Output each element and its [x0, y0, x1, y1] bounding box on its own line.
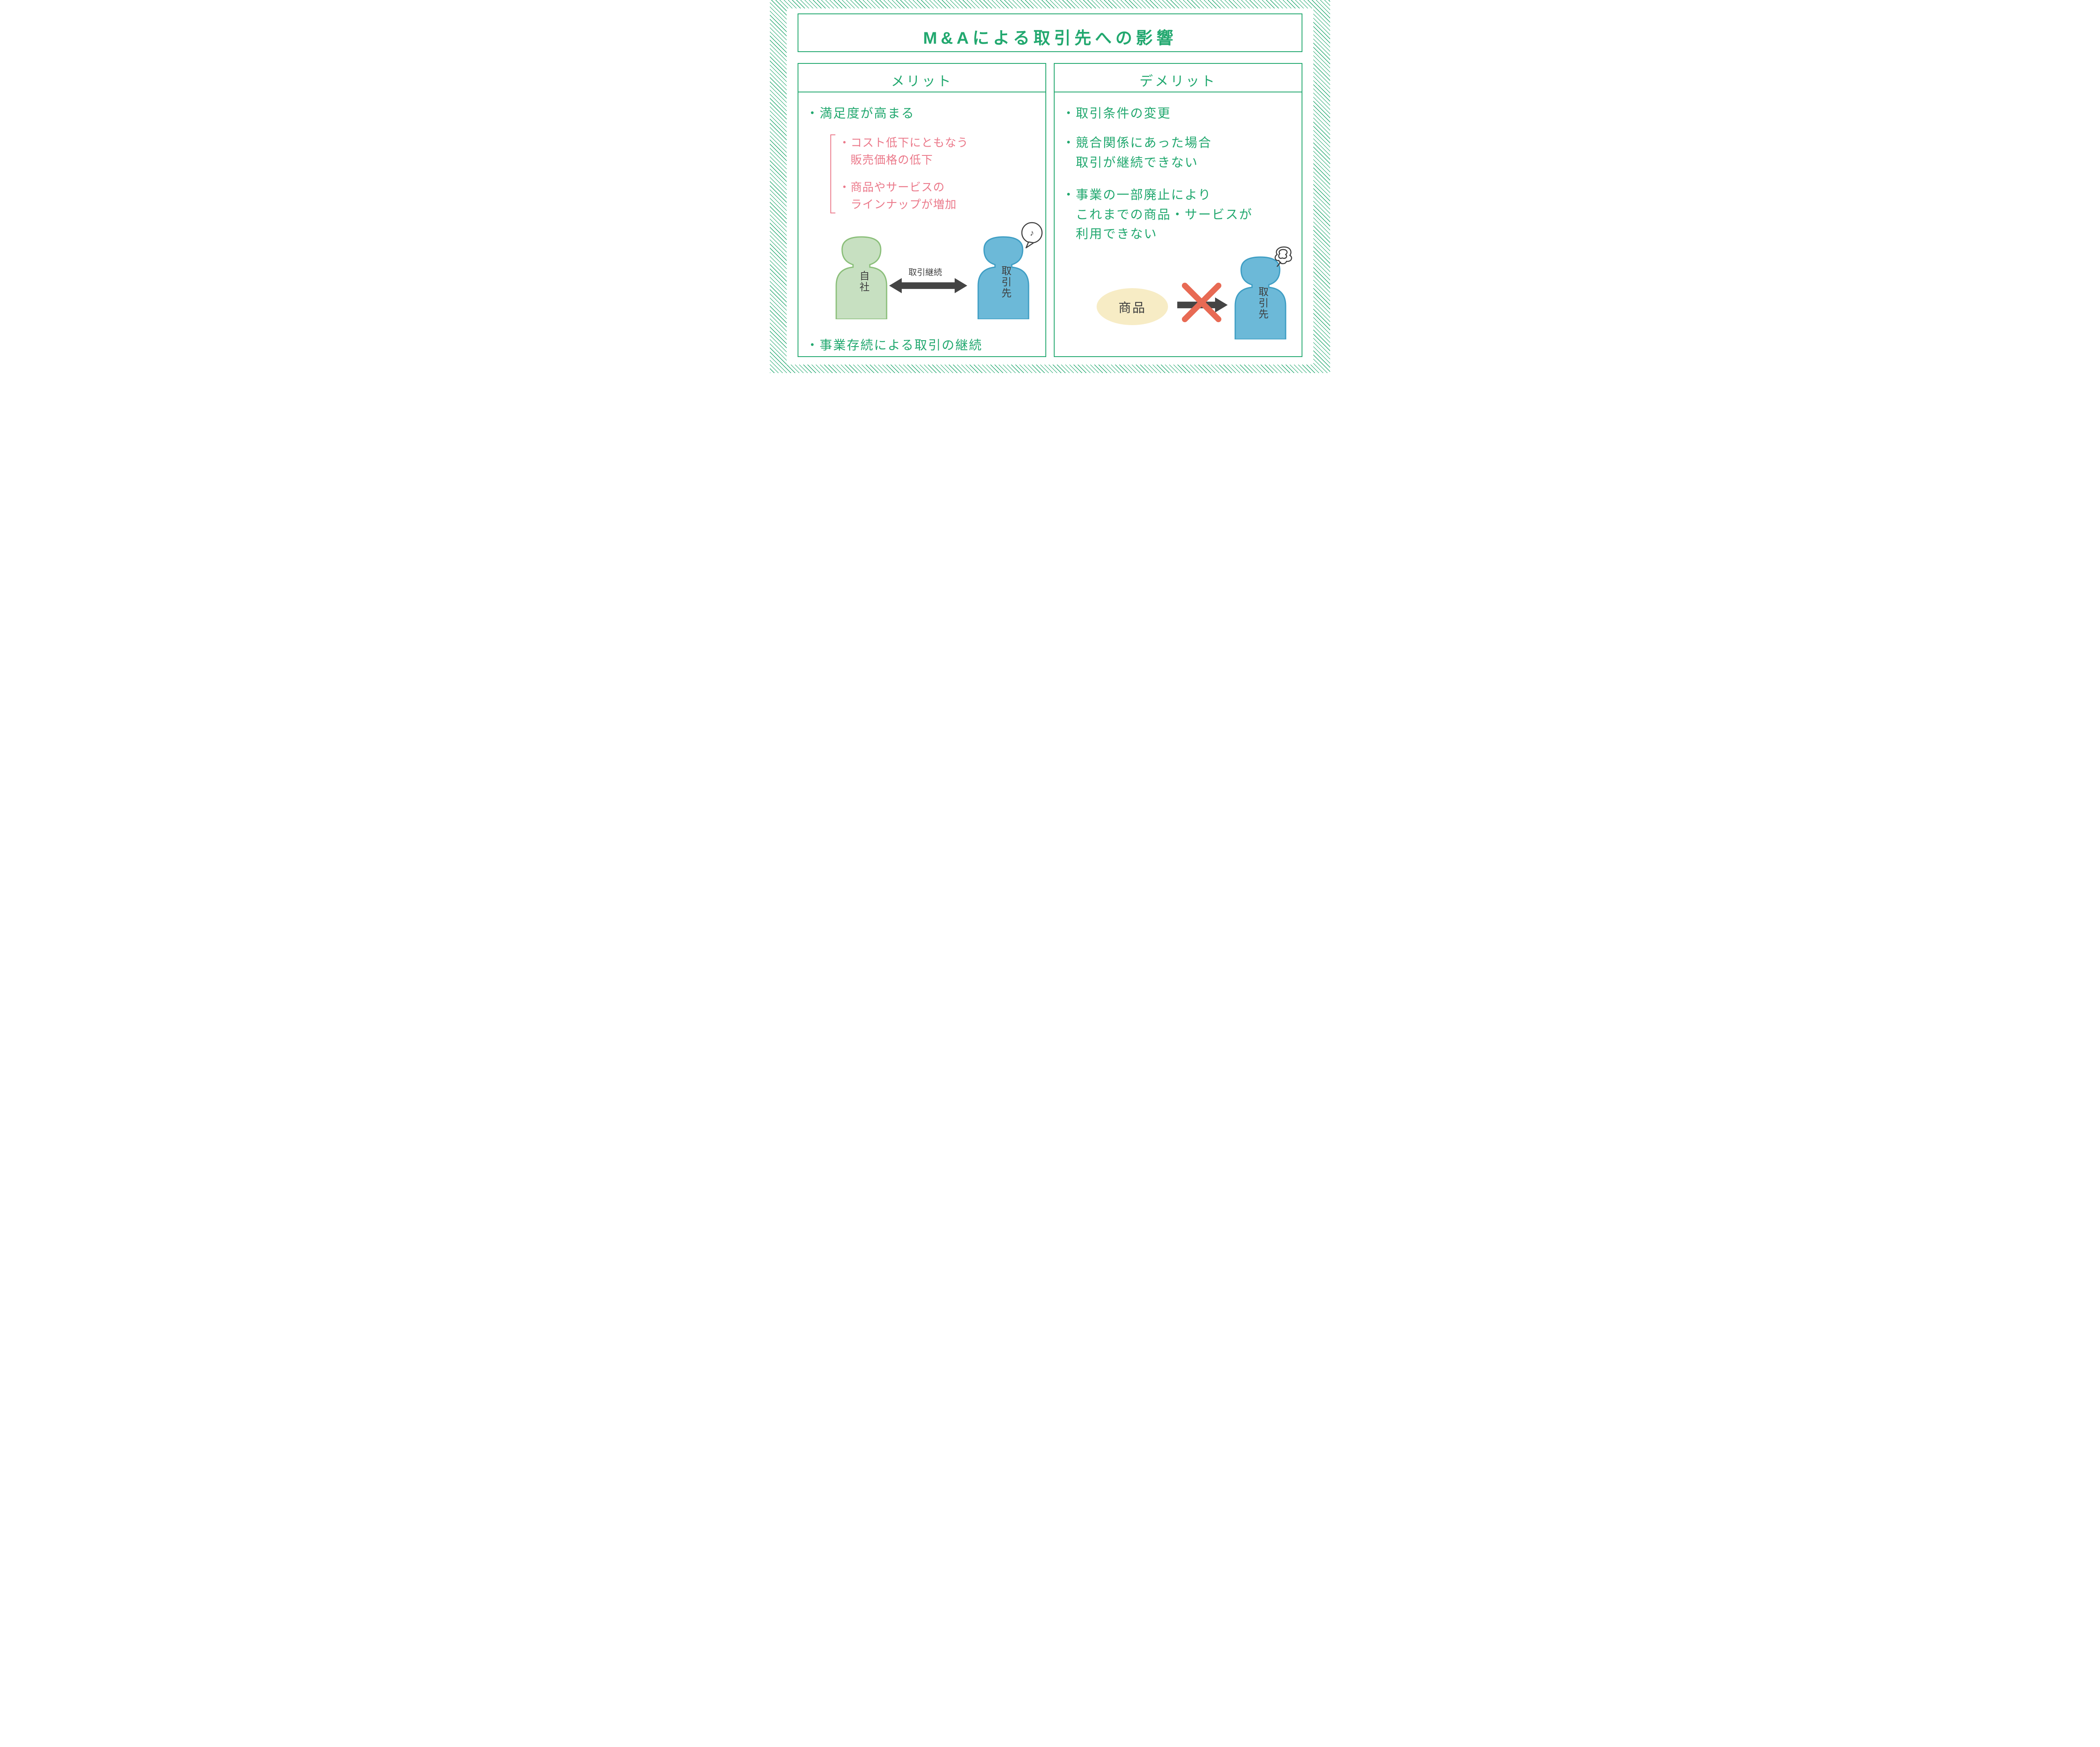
merit-bullet-1: ・満足度が高まる	[806, 104, 915, 124]
svg-text:♪: ♪	[1030, 229, 1034, 238]
merit-sub-1: ・コスト低下にともなう 販売価格の低下	[839, 134, 969, 168]
merit-panel: メリット ・満足度が高まる ・コスト低下にともなう 販売価格の低下 ・商品やサー…	[798, 63, 1046, 357]
demerit-header: デメリット	[1055, 64, 1302, 92]
person-partner-label: 取引先	[1255, 286, 1270, 320]
demerit-panel: デメリット ・取引条件の変更 ・競合関係にあった場合 取引が継続できない ・事業…	[1054, 63, 1302, 357]
double-arrow-icon	[889, 278, 967, 295]
title-box: M&Aによる取引先への影響	[798, 13, 1302, 52]
product-oval-label: 商品	[1118, 297, 1146, 316]
arrow-label: 取引継続	[908, 265, 942, 278]
page-title: M&Aによる取引先への影響	[798, 24, 1302, 49]
product-oval: 商品	[1097, 288, 1168, 325]
music-note-bubble-icon: ♪	[1021, 222, 1047, 252]
merit-bullet-2: ・事業存続による取引の継続	[806, 336, 982, 356]
confused-scribble-icon	[1271, 243, 1297, 270]
bracket-icon	[830, 134, 835, 213]
merit-header: メリット	[798, 64, 1045, 92]
demerit-bullet-3: ・事業の一部廃止により これまでの商品・サービスが 利用できない	[1062, 186, 1253, 244]
demerit-bullet-2: ・競合関係にあった場合 取引が継続できない	[1062, 134, 1212, 173]
inner-white-area: M&Aによる取引先への影響 メリット ・満足度が高まる ・コスト低下にともなう …	[787, 8, 1313, 365]
person-partner-label: 取引先	[998, 265, 1013, 299]
person-self-label: 自社	[856, 271, 871, 293]
x-mark-icon	[1181, 282, 1222, 325]
infographic-frame: M&Aによる取引先への影響 メリット ・満足度が高まる ・コスト低下にともなう …	[770, 0, 1330, 373]
merit-sub-2: ・商品やサービスの ラインナップが増加	[839, 179, 957, 213]
demerit-bullet-1: ・取引条件の変更	[1062, 104, 1171, 124]
